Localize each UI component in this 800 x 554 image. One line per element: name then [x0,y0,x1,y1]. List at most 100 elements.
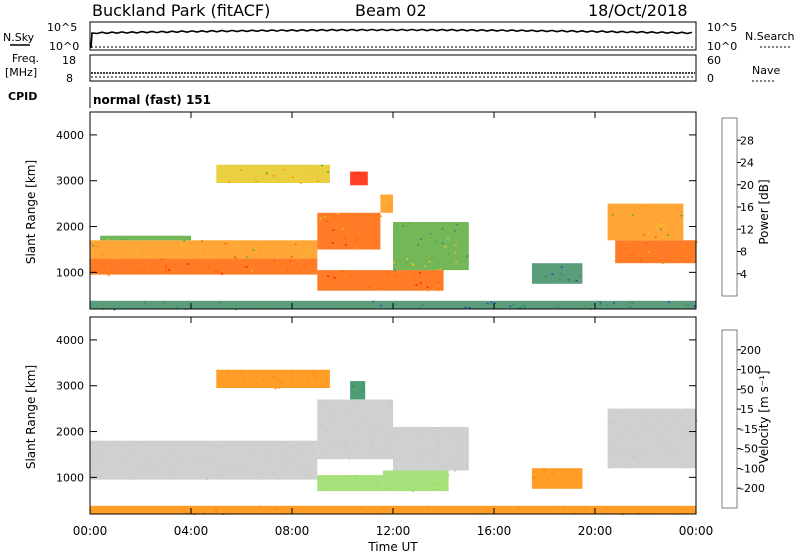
velocity-speckle [607,507,610,509]
power-region-4 [380,194,393,213]
power-speckle [365,173,368,176]
velocity-speckle [127,455,130,457]
nsky-label: N.Sky [3,31,35,44]
velocity-speckle [389,401,392,404]
velocity-speckle [272,472,275,475]
velocity-speckle [682,512,685,515]
velocity-speckle [298,469,301,471]
velocity-speckle [266,506,269,508]
power-speckle [695,241,698,243]
power-speckle [661,239,664,242]
velocity-speckle [362,391,365,393]
power-speckle [643,249,646,251]
velocity-speckle [92,456,95,458]
power-speckle [289,260,292,262]
nave-label: Nave [752,64,780,77]
time-tick-label-3: 12:00 [376,524,411,538]
power-speckle [411,263,414,265]
power-speckle [659,224,662,226]
velocity-speckle [407,510,410,512]
power-speckle [320,164,323,167]
power-speckle [441,228,444,230]
nsky-series [90,28,693,49]
power-region-9 [531,263,583,284]
velocity-speckle [629,447,632,450]
velocity-speckle [420,452,423,454]
velocity-speckle [223,386,226,388]
velocity-speckle [157,470,160,472]
power-speckle [213,269,216,272]
power-speckle [262,246,265,249]
velocity-speckle [466,431,468,433]
power-speckle [656,218,659,220]
velocity-speckle [357,440,360,442]
velocity-speckle [160,455,163,458]
power-speckle [165,264,168,267]
power-speckle [107,265,110,267]
velocity-speckle [454,470,457,472]
power-speckle [375,241,378,243]
velocity-speckle [216,509,219,511]
power-speckle [679,306,682,309]
power-speckle [559,278,562,281]
velocity-speckle [344,445,347,448]
velocity-speckle [227,370,230,372]
velocity-speckle [445,463,448,465]
velocity-speckle [638,512,641,514]
power-speckle [146,253,149,256]
time-tick-label-1: 04:00 [174,524,209,538]
power-speckle [665,257,668,259]
freq-tick-bottom: 8 [66,72,73,85]
power-speckle [606,304,609,306]
velocity-speckle [217,446,219,449]
velocity-speckle [283,461,286,464]
power-speckle [486,302,489,305]
power-speckle [523,306,526,309]
velocity-speckle [214,474,217,476]
power-colorbar-label-3: 16 [740,201,754,214]
power-speckle [342,228,345,230]
velocity-speckle [92,477,95,480]
velocity-speckle [224,465,227,468]
velocity-speckle [440,483,443,485]
power-speckle [354,301,356,304]
velocity-speckle [282,511,285,513]
power-speckle [286,268,289,271]
velocity-speckle [282,442,285,444]
power-speckle [107,274,110,277]
velocity-colorbar-label: Velocity [m s⁻¹] [757,370,771,463]
power-speckle [266,180,269,183]
velocity-speckle [641,449,644,451]
velocity-speckle [551,472,554,474]
velocity-speckle [412,490,415,492]
velocity-speckle [375,430,378,432]
power-speckle [328,215,330,218]
velocity-speckle [359,507,362,509]
power-speckle [160,258,163,260]
power-speckle [625,244,627,247]
power-y-axis: 1000 2000 3000 4000 [56,129,696,279]
velocity-speckle [465,464,468,467]
power-speckle [562,275,565,277]
velocity-speckle [174,453,176,455]
power-speckle [567,279,570,281]
power-speckle [454,244,457,246]
power-region-3 [317,212,381,250]
velocity-colorbar-label-1: -100 [740,462,765,475]
power-speckle [437,281,440,283]
power-speckle [216,270,219,272]
velocity-speckle [427,448,430,451]
power-speckle [174,264,177,266]
power-speckle [387,273,390,275]
power-region-5 [216,164,330,183]
nsky-panel [89,21,697,51]
velocity-speckle [366,476,369,479]
power-speckle [168,269,171,271]
velocity-speckle [123,456,126,458]
velocity-speckle [97,462,100,464]
velocity-speckle [608,467,611,469]
velocity-speckle [333,421,336,423]
power-speckle [327,171,329,173]
velocity-speckle [249,451,252,454]
power-speckle [233,242,236,245]
